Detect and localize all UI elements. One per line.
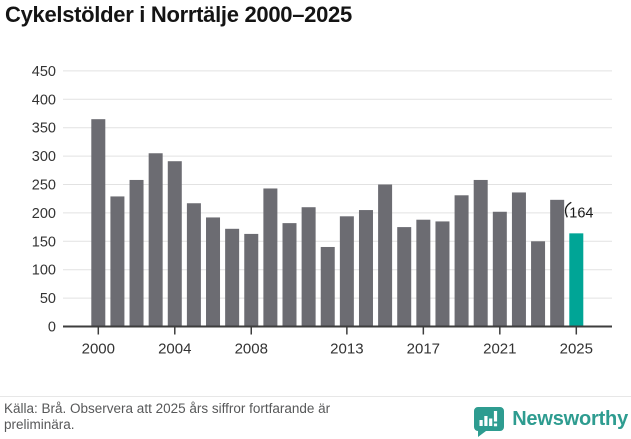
bar-2014 (358, 210, 373, 327)
bar-2011 (301, 207, 316, 327)
bar-highlighted-2025 (569, 233, 584, 327)
source-note-line1: Källa: Brå. Observera att 2025 års siffr… (4, 401, 331, 416)
bar-2015 (378, 184, 393, 327)
bar-2019 (454, 195, 469, 327)
bar-2009 (263, 188, 278, 327)
bar-2023 (531, 241, 546, 327)
y-tick-label: 150 (32, 234, 56, 250)
speech-bubble-shape (474, 406, 505, 437)
bar-2013 (339, 216, 354, 327)
bar-2008 (244, 233, 259, 327)
bar-2024 (550, 199, 565, 327)
bar-2003 (148, 153, 163, 327)
bar-2021 (492, 211, 507, 327)
y-tick-label: 250 (32, 178, 56, 194)
bar-2012 (320, 246, 335, 327)
x-tick-label: 2004 (158, 341, 191, 358)
x-tick-label: 2021 (483, 341, 516, 358)
y-tick-label: 350 (32, 121, 56, 137)
x-tick-label: 2013 (330, 341, 363, 358)
x-tick-label: 2008 (235, 341, 268, 358)
bar-2020 (473, 179, 488, 327)
bar-2017 (416, 219, 431, 327)
bar-2001 (110, 196, 125, 327)
newsworthy-wordmark: Newsworthy (512, 407, 628, 430)
bar-2007 (225, 228, 240, 327)
bar-2005 (186, 203, 201, 327)
logo-bars (479, 410, 498, 426)
highlight-leader-line (564, 201, 572, 218)
y-tick-label: 50 (40, 291, 56, 307)
bar-2010 (282, 223, 297, 327)
bar-2022 (511, 192, 526, 327)
x-tick-label: 2017 (407, 341, 440, 358)
y-tick-label: 0 (48, 320, 56, 336)
y-tick-label: 300 (32, 149, 56, 165)
y-tick-label: 400 (32, 92, 56, 108)
bar-2004 (167, 161, 182, 327)
y-tick-label: 450 (32, 64, 56, 80)
x-tick-label: 2000 (82, 341, 115, 358)
newsworthy-logo-icon (474, 406, 505, 437)
highlight-value-label: 164 (569, 205, 593, 221)
source-note-line2: preliminära. (4, 417, 75, 432)
y-tick-label: 200 (32, 206, 56, 222)
bar-2000 (91, 119, 106, 327)
bar-2006 (206, 217, 221, 327)
page-title: Cykelstölder i Norrtälje 2000–2025 (5, 2, 352, 27)
y-tick-label: 100 (32, 263, 56, 279)
bar-2016 (397, 227, 412, 327)
bar-2018 (435, 221, 450, 327)
newsworthy-brand[interactable]: Newsworthy (472, 401, 628, 437)
bar-chart: 0 50 100 150 200 250 300 350 400 450 2000 2004 2008 2… (32, 64, 612, 358)
bar-2002 (129, 179, 144, 327)
footer-divider (0, 396, 631, 397)
x-tick-label: 2025 (560, 341, 593, 358)
source-note: Källa: Brå. Observera att 2025 års siffr… (4, 401, 464, 433)
